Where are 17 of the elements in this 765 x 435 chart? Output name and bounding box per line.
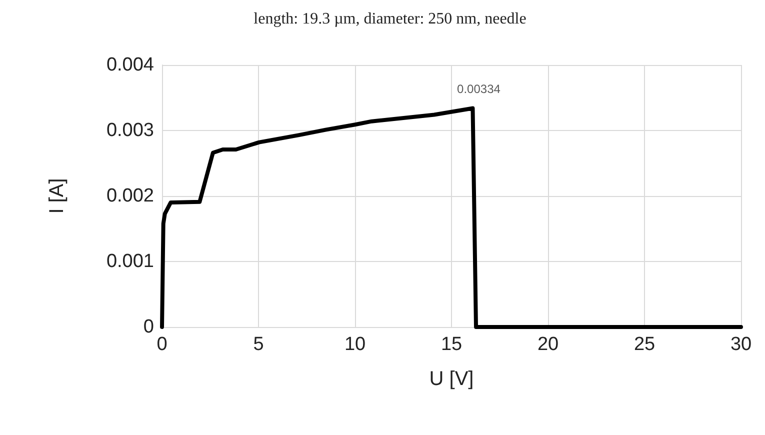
x-tick-label: 20 <box>537 334 559 355</box>
y-axis-title: I [A] <box>46 178 68 214</box>
x-tick-label: 0 <box>156 334 168 355</box>
y-tick-label: 0.004 <box>106 54 154 76</box>
y-tick-label: 0.001 <box>106 251 154 272</box>
x-tick-label: 25 <box>634 334 656 355</box>
y-tick-label: 0 <box>143 316 154 338</box>
x-axis-title: U [V] <box>429 368 474 390</box>
x-tick-label: 15 <box>440 334 462 355</box>
data-label: 0.00334 <box>457 82 501 96</box>
x-tick-label: 30 <box>730 334 752 355</box>
x-tick-label: 5 <box>253 334 264 355</box>
y-tick-label: 0.002 <box>106 186 154 206</box>
line-series <box>160 106 743 329</box>
x-tick-label: 10 <box>344 334 366 355</box>
y-tick-label: 0.003 <box>106 120 154 141</box>
chart-title: length: 19.3 µm, diameter: 250 nm, needle <box>254 10 526 28</box>
